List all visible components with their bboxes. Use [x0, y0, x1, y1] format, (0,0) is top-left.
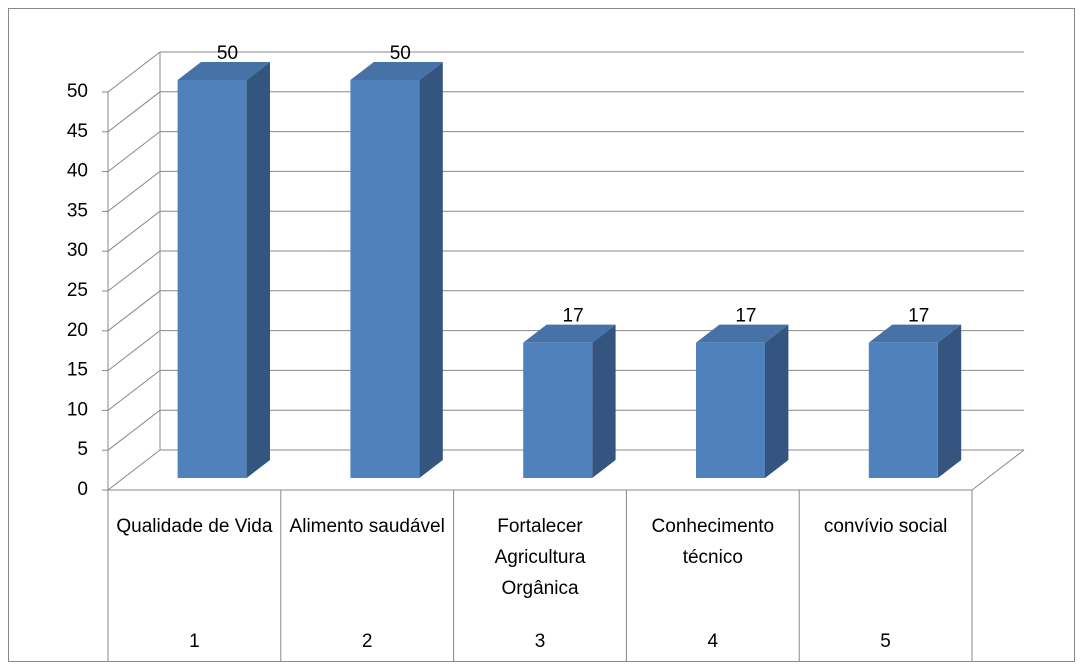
grid-line [107, 409, 161, 451]
bar-side [419, 62, 443, 478]
grid-line [107, 250, 161, 292]
bar [523, 342, 593, 478]
y-tick-label: 20 [67, 320, 88, 341]
chart-border [8, 8, 1075, 662]
bar-top [350, 62, 443, 80]
grid-line [107, 449, 161, 491]
bar-side [246, 62, 270, 478]
grid-line [107, 171, 161, 212]
floor-line [971, 449, 1025, 491]
grid-line [107, 290, 161, 332]
x-tick-group-label: 5 [880, 631, 891, 652]
bar-top [177, 62, 270, 80]
data-label: 17 [735, 306, 756, 327]
bar-top [868, 324, 962, 343]
x-tick-label: Qualidade de Vida [116, 516, 273, 537]
bar-top [696, 324, 789, 343]
x-tick-label: Conhecimento técnico [651, 516, 775, 568]
grid-line [107, 210, 161, 252]
grid-line [107, 330, 161, 371]
grid-line [107, 370, 161, 411]
grid-line [107, 91, 161, 133]
bar [868, 342, 938, 478]
x-tick-label: Fortalecer Agricultura Orgânica [494, 516, 586, 599]
bar-side [937, 324, 962, 478]
y-tick-label: 0 [77, 479, 88, 500]
y-tick-label: 40 [67, 161, 88, 182]
data-label: 50 [390, 43, 411, 64]
y-tick-label: 10 [67, 399, 88, 420]
bar [696, 342, 765, 478]
data-label: 17 [908, 306, 929, 327]
bar [350, 80, 420, 478]
bar-side [765, 324, 789, 478]
x-tick-group-label: 3 [534, 631, 546, 652]
x-tick-group-label: 4 [707, 631, 719, 652]
y-tick-label: 25 [67, 280, 88, 301]
bar-top [523, 324, 616, 343]
bar [177, 80, 247, 478]
y-tick-label: 50 [67, 81, 88, 102]
x-tick-label: convívio social [823, 516, 948, 537]
grid-line [107, 131, 161, 172]
y-tick-label: 30 [67, 240, 88, 261]
y-tick-label: 15 [67, 360, 88, 381]
bar-side [592, 324, 616, 478]
y-tick-label: 5 [77, 439, 88, 460]
y-tick-label: 45 [67, 121, 88, 142]
data-label: 50 [217, 43, 238, 64]
x-tick-group-label: 1 [189, 631, 200, 652]
y-tick-label: 35 [67, 200, 88, 221]
x-tick-group-label: 2 [361, 631, 373, 652]
data-label: 17 [563, 306, 584, 327]
x-tick-label: Alimento saudável [289, 516, 445, 537]
grid-line [107, 51, 161, 93]
